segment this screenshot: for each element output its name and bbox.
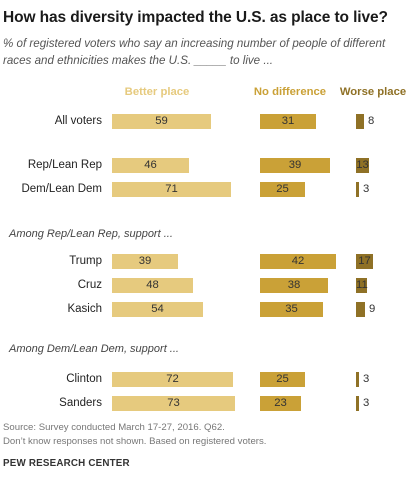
data-label-worse: 8 — [368, 115, 375, 127]
data-label-nodiff: 42 — [291, 255, 305, 267]
data-label-nodiff: 35 — [285, 303, 298, 315]
row-label: Sanders — [59, 397, 102, 409]
data-label-worse: 11 — [356, 279, 368, 291]
data-label-better: 46 — [144, 159, 157, 171]
data-label-nodiff: 25 — [276, 373, 289, 385]
data-label-nodiff: 31 — [281, 115, 295, 127]
data-label-worse: 3 — [363, 397, 370, 409]
data-label-better: 73 — [167, 397, 180, 409]
data-label-better: 39 — [138, 255, 152, 267]
row-label: All voters — [54, 115, 102, 127]
group-label-rep: Among Rep/Lean Rep, support ... — [9, 228, 173, 240]
bar-worse — [356, 254, 373, 269]
bar-worse — [356, 372, 359, 387]
data-label-better: 48 — [146, 279, 159, 291]
bar-better — [112, 372, 233, 387]
chart-title: How has diversity impacted the U.S. as p… — [3, 9, 388, 26]
bar-nodiff — [260, 182, 305, 197]
data-label-better: 54 — [151, 303, 164, 315]
footnote: Don’t know responses not shown. Based on… — [3, 436, 267, 447]
row-label: Kasich — [67, 303, 102, 315]
bar-nodiff — [260, 278, 328, 293]
bar-better — [112, 182, 231, 197]
column-header-worse: Worse place — [339, 86, 407, 98]
data-label-nodiff: 23 — [274, 397, 287, 409]
bar-better — [112, 158, 189, 173]
bar-better — [112, 254, 178, 269]
data-label-worse: 9 — [369, 303, 376, 315]
bar-nodiff — [260, 114, 316, 129]
data-label-better: 59 — [155, 115, 168, 127]
bar-better — [112, 302, 203, 317]
bar-worse — [356, 158, 369, 173]
bar-worse — [356, 302, 365, 317]
row-label: Rep/Lean Rep — [27, 159, 102, 171]
data-label-nodiff: 25 — [276, 183, 289, 195]
row-label: Dem/Lean Dem — [21, 183, 102, 195]
data-label-worse: 17 — [358, 255, 371, 267]
bar-better — [112, 114, 211, 129]
bar-nodiff — [260, 396, 301, 411]
brand-logo-text: PEW RESEARCH CENTER — [3, 458, 130, 469]
row-label: Cruz — [77, 279, 102, 291]
data-label-better: 71 — [165, 183, 178, 195]
bar-better — [112, 278, 193, 293]
bar-nodiff — [260, 254, 336, 269]
bar-nodiff — [260, 158, 330, 173]
chart-subtitle: % of registered voters who say an increa… — [3, 37, 386, 67]
group-label-dem: Among Dem/Lean Dem, support ... — [9, 343, 179, 355]
data-label-worse: 13 — [356, 159, 369, 171]
column-header-nodiff: No difference — [253, 86, 327, 98]
bar-worse — [356, 278, 367, 293]
row-label: Clinton — [66, 373, 102, 385]
bar-better — [112, 396, 235, 411]
data-label-nodiff: 39 — [288, 159, 302, 171]
data-label-worse: 3 — [363, 183, 370, 195]
bar-worse — [356, 114, 364, 129]
bar-worse — [356, 182, 359, 197]
bar-worse — [356, 396, 359, 411]
bar-nodiff — [260, 372, 305, 387]
data-label-worse: 3 — [363, 373, 370, 385]
data-label-better: 72 — [166, 373, 179, 385]
bar-nodiff — [260, 302, 323, 317]
row-label: Trump — [69, 255, 102, 267]
data-label-nodiff: 38 — [287, 279, 301, 291]
column-header-better: Better place — [124, 86, 190, 98]
source-note: Source: Survey conducted March 17-27, 20… — [3, 422, 225, 433]
